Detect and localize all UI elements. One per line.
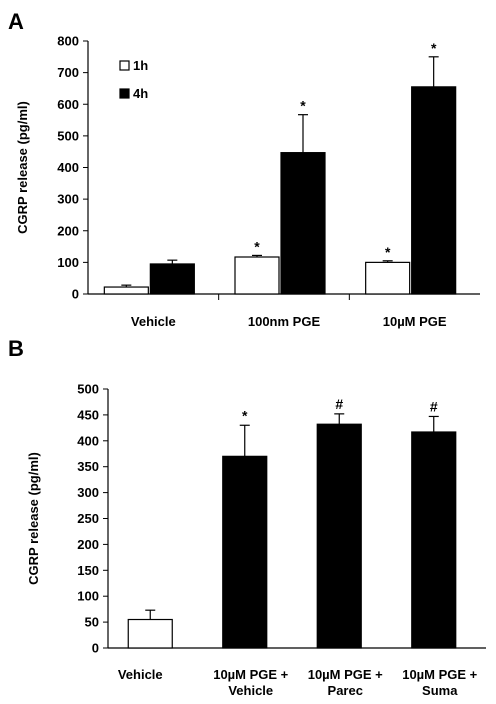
panel-letter-a: A — [8, 9, 24, 34]
bar-1h — [234, 256, 280, 295]
x-category-label: Parec — [328, 683, 363, 698]
significance-marker: * — [242, 407, 248, 423]
significance-marker: * — [431, 40, 437, 56]
bar-1h — [365, 261, 411, 295]
y-tick-label: 50 — [85, 615, 99, 630]
significance-marker: * — [300, 98, 306, 114]
x-category-label: Vehicle — [131, 314, 176, 329]
y-tick-label: 100 — [57, 255, 79, 270]
y-tick-label: 400 — [77, 433, 99, 448]
significance-marker: # — [430, 398, 438, 414]
x-category-label: Vehicle — [118, 667, 163, 682]
y-tick-label: 100 — [77, 589, 99, 604]
legend-swatch-1h — [119, 60, 130, 71]
legend-label: 1h — [133, 58, 148, 73]
y-tick-label: 500 — [77, 382, 99, 397]
y-tick-label: 200 — [57, 223, 79, 238]
bar-4h — [280, 152, 326, 295]
y-tick-label: 150 — [77, 563, 99, 578]
x-category-label: 10µM PGE + — [308, 667, 383, 682]
significance-marker: # — [335, 396, 343, 412]
y-tick-label: 450 — [77, 407, 99, 422]
significance-marker: * — [254, 238, 260, 254]
y-tick-label: 300 — [77, 485, 99, 500]
y-tick-label: 800 — [57, 34, 79, 49]
y-tick-label: 600 — [57, 97, 79, 112]
y-tick-label: 350 — [77, 459, 99, 474]
bar — [222, 455, 268, 649]
bar — [316, 423, 362, 649]
y-axis-label: CGRP release (pg/ml) — [15, 101, 30, 234]
x-category-label: Suma — [422, 683, 458, 698]
x-category-label: 10µM PGE + — [213, 667, 288, 682]
y-tick-label: 250 — [77, 511, 99, 526]
y-tick-label: 300 — [57, 192, 79, 207]
y-tick-label: 0 — [72, 287, 79, 302]
legend-swatch-4h — [119, 88, 130, 99]
bar — [411, 431, 457, 649]
significance-marker: * — [385, 244, 391, 260]
y-tick-label: 500 — [57, 128, 79, 143]
y-tick-label: 200 — [77, 537, 99, 552]
bar-4h — [411, 86, 457, 295]
y-tick-label: 0 — [92, 641, 99, 656]
y-tick-label: 700 — [57, 65, 79, 80]
bar-1h — [103, 286, 149, 295]
x-category-label: 10µM PGE — [383, 314, 447, 329]
bar — [127, 618, 173, 649]
bar-4h — [149, 263, 195, 295]
x-category-label: 10µM PGE + — [402, 667, 477, 682]
legend-label: 4h — [133, 86, 148, 101]
panel-b-chart: B 0 50 100 150 200 250 300 350 400 450 500 CGRP rele… — [8, 336, 486, 698]
y-tick-label: 400 — [57, 160, 79, 175]
panel-a-chart: A 0 100 200 300 400 500 600 700 800 CGRP release (… — [8, 9, 480, 329]
x-category-label: 100nm PGE — [248, 314, 321, 329]
panel-letter-b: B — [8, 336, 24, 361]
x-category-label: Vehicle — [228, 683, 273, 698]
y-axis-label: CGRP release (pg/ml) — [26, 452, 41, 585]
